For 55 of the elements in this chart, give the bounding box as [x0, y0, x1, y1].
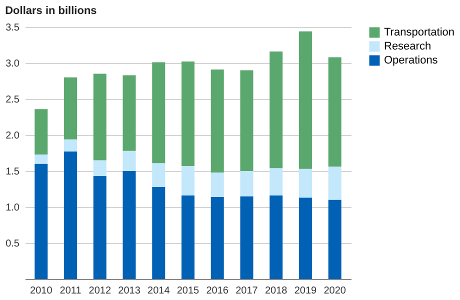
- bar: [122, 171, 136, 279]
- bar: [93, 176, 106, 279]
- bar: [328, 57, 342, 167]
- bar: [270, 195, 283, 279]
- x-tick-label: 2011: [60, 286, 82, 296]
- bar: [298, 168, 312, 198]
- bar: [64, 152, 78, 279]
- y-tick-label: 3.5: [6, 22, 20, 34]
- legend-label: Research: [384, 40, 432, 52]
- x-tick-label: 2018: [264, 286, 288, 296]
- y-tick-label: 1.0: [6, 202, 20, 214]
- bar: [122, 150, 136, 171]
- bar: [270, 168, 283, 196]
- bar: [93, 160, 106, 176]
- bar: [298, 198, 312, 279]
- bar: [210, 172, 224, 197]
- bar: [328, 166, 342, 200]
- x-tick-label: 2010: [30, 286, 53, 296]
- x-tick-label: 2012: [88, 286, 112, 296]
- bar: [210, 69, 224, 172]
- legend-label: Operations: [384, 54, 438, 66]
- y-tick-label: 2.0: [6, 130, 20, 142]
- bar: [64, 77, 78, 140]
- bar: [270, 51, 283, 168]
- x-tick-label: 2014: [148, 286, 170, 296]
- bar: [240, 70, 254, 171]
- y-tick-label: 0.5: [6, 238, 20, 250]
- x-tick-label: 2019: [294, 286, 318, 296]
- bar: [34, 109, 48, 154]
- bar: [93, 74, 106, 160]
- x-tick-label: 2016: [206, 286, 229, 296]
- bar: [182, 166, 194, 196]
- legend-label: Transportation: [384, 26, 455, 38]
- x-tick-label: 2013: [118, 286, 141, 296]
- bar: [182, 195, 194, 279]
- y-tick-label: 1.5: [6, 166, 20, 178]
- bar: [34, 164, 48, 279]
- bar: [34, 154, 48, 164]
- bar: [210, 196, 224, 279]
- bar: [152, 186, 166, 279]
- bar: [182, 62, 194, 166]
- bar: [298, 31, 312, 169]
- x-tick-label: 2015: [176, 286, 200, 296]
- bar: [152, 163, 166, 187]
- x-tick-label: 2020: [324, 286, 346, 296]
- bar: [240, 196, 254, 279]
- bar: [122, 75, 136, 151]
- y-tick-label: 3.0: [6, 58, 20, 70]
- bar: [152, 62, 166, 164]
- bar: [328, 200, 342, 279]
- y-tick-label: 2.5: [6, 94, 20, 106]
- chart-title: Dollars in billions: [5, 5, 97, 17]
- bar: [64, 139, 78, 152]
- bar: [240, 171, 254, 196]
- x-tick-label: 2017: [236, 286, 258, 296]
